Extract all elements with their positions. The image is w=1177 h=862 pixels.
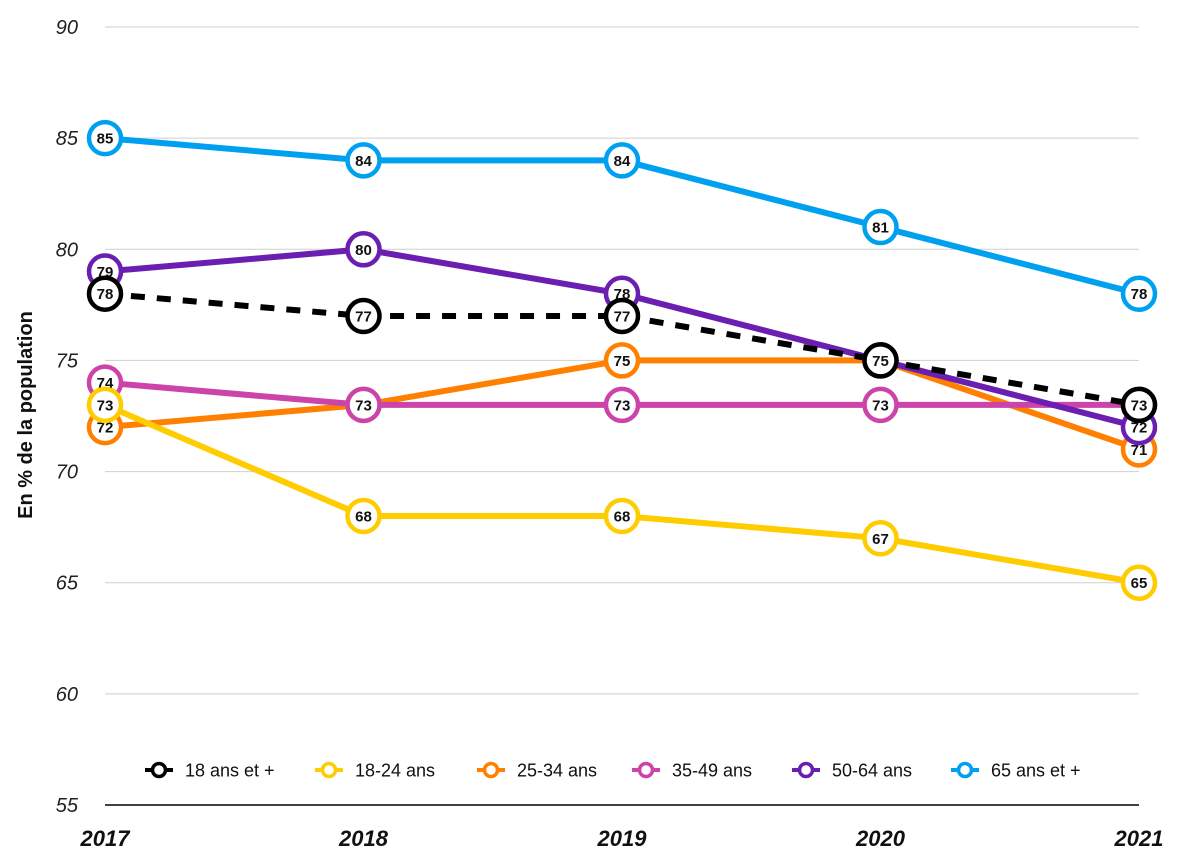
data-label: 73 [614,397,631,414]
legend-item: 25-34 ans [477,761,597,781]
data-point [862,520,899,557]
data-point [86,275,124,312]
y-tick-label: 60 [56,684,78,706]
legend-label: 18-24 ans [355,761,435,781]
data-label: 77 [614,308,631,325]
legend-swatch-marker [482,761,500,779]
data-label: 65 [1131,575,1148,592]
y-axis-label: En % de la population [15,311,37,519]
data-label: 73 [1131,397,1148,414]
y-tick-label: 85 [56,128,79,150]
data-label: 68 [614,509,631,526]
legend-label: 18 ans et + [185,761,275,781]
x-tick-label: 2017 [80,826,132,851]
legend-swatch-marker [637,761,655,779]
data-point [1120,275,1158,312]
data-label: 78 [1131,286,1148,303]
legend-item: 35-49 ans [632,761,752,781]
legend: 18 ans et + 18-24 ans 25-34 ans 35-49 ans 50… [145,761,1081,781]
data-point [862,386,899,424]
x-tick-label: 2018 [338,826,389,851]
data-point [345,142,382,179]
y-tick-label: 65 [56,573,79,595]
y-tick-label: 75 [56,350,79,372]
data-label: 85 [97,131,114,148]
series-line [104,290,1140,408]
data-label: 77 [355,308,372,325]
x-tick-label: 2020 [855,826,906,851]
data-label: 73 [97,397,114,414]
data-point [603,342,641,379]
legend-label: 50-64 ans [832,761,912,781]
data-label: 68 [355,509,372,526]
data-label: 72 [1131,420,1148,437]
data-point [345,297,382,335]
data-label: 67 [872,531,889,548]
legend-item: 50-64 ans [792,761,912,781]
gridlines [105,26,1139,695]
data-label: 72 [97,420,114,437]
data-label: 78 [97,286,114,303]
data-point [345,497,382,535]
legend-swatch-marker [797,761,815,779]
axes: 55 60 65 70 75 80 85 90 2017 2018 2019 2020 2021 [56,17,1164,851]
legend-label: 25-34 ans [517,761,597,781]
data-label: 81 [872,220,889,237]
y-tick-label: 90 [56,17,78,39]
legend-item: 18-24 ans [315,761,435,781]
data-point [86,119,124,157]
y-tick-label: 55 [56,795,79,817]
y-tick-label: 80 [56,239,78,261]
data-point [603,497,641,535]
legend-swatch-marker [956,761,974,779]
data-point [345,386,382,424]
data-label: 71 [1131,442,1148,459]
legend-swatch-marker [150,761,168,779]
legend-label: 65 ans et + [991,761,1081,781]
series-markers: 7273757571747373737373686867657980787572… [86,119,1158,601]
data-label: 73 [872,397,889,414]
data-point [603,142,641,179]
data-point [1120,386,1158,424]
data-point [862,342,899,379]
data-label: 84 [614,153,631,170]
data-label: 80 [355,242,372,259]
x-tick-label: 2019 [597,826,648,851]
legend-swatch-marker [320,761,338,779]
x-tick-label: 2021 [1114,826,1164,851]
data-label: 75 [614,353,631,370]
data-label: 73 [355,397,372,414]
data-point [862,208,899,246]
data-point [345,231,382,268]
legend-item: 65 ans et + [951,761,1081,781]
data-point [1120,564,1158,601]
legend-label: 35-49 ans [672,761,752,781]
y-tick-label: 70 [56,462,78,484]
data-point [603,386,641,424]
series-line [103,402,1140,586]
data-point [603,297,641,335]
data-label: 84 [355,153,372,170]
data-point [86,386,124,424]
legend-item: 18 ans et + [145,761,275,781]
data-label: 75 [872,353,889,370]
